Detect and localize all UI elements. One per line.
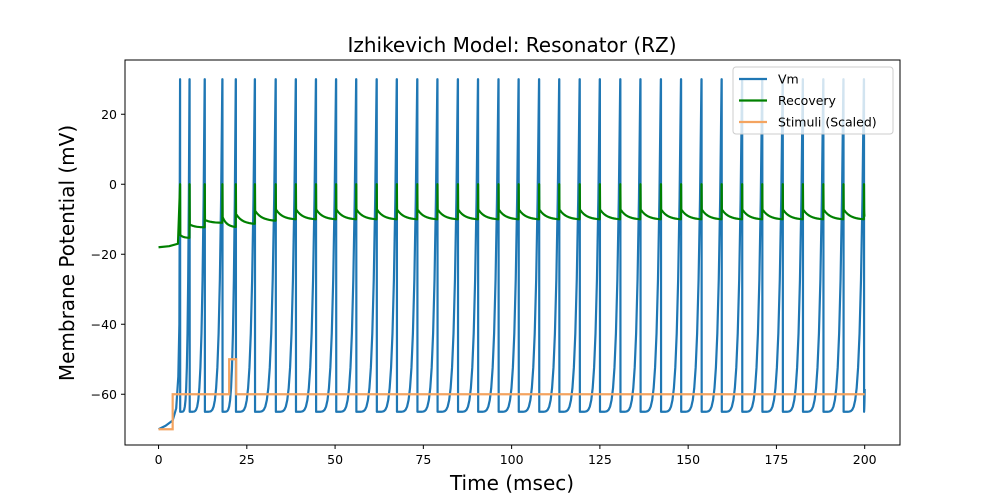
x-tick-label: 100 bbox=[500, 452, 524, 467]
x-tick-label: 75 bbox=[415, 452, 431, 467]
x-tick-label: 50 bbox=[327, 452, 343, 467]
y-tick-label: −60 bbox=[91, 387, 117, 402]
x-tick-label: 150 bbox=[676, 452, 700, 467]
legend-label: Vm bbox=[778, 72, 799, 87]
x-tick-label: 125 bbox=[588, 452, 612, 467]
x-tick-label: 175 bbox=[764, 452, 788, 467]
plot-area bbox=[158, 78, 866, 431]
x-tick-label: 0 bbox=[155, 452, 163, 467]
axes: 0 25 50 75 100 125 150 175 200 −60 −40 −20 0 20 bbox=[91, 59, 901, 467]
y-axis-label: Membrane Potential (mV) bbox=[55, 125, 79, 381]
legend-box bbox=[732, 66, 894, 135]
x-axis-label: Time (msec) bbox=[449, 471, 574, 495]
x-tick-label: 200 bbox=[853, 452, 877, 467]
y-tick-label: −40 bbox=[91, 317, 117, 332]
series-line-stimuli bbox=[158, 358, 865, 431]
axes-frame bbox=[124, 59, 901, 446]
y-tick-label: 20 bbox=[101, 107, 117, 122]
series-line-recovery bbox=[158, 183, 866, 249]
x-tick-label: 25 bbox=[239, 452, 255, 467]
legend-label: Stimuli (Scaled) bbox=[778, 115, 877, 130]
chart-title: Izhikevich Model: Resonator (RZ) bbox=[347, 33, 676, 57]
legend-label: Recovery bbox=[778, 93, 837, 108]
y-tick-label: −20 bbox=[91, 247, 117, 262]
y-tick-label: 0 bbox=[109, 177, 117, 192]
legend: Vm Recovery Stimuli (Scaled) bbox=[732, 66, 894, 135]
